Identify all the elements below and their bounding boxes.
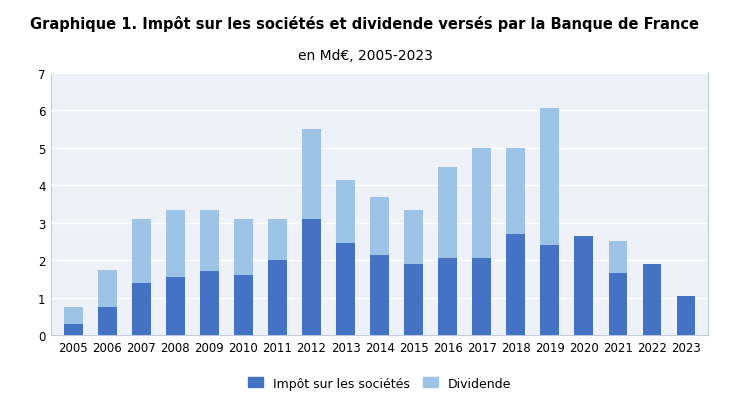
- Legend: Impôt sur les sociétés, Dividende: Impôt sur les sociétés, Dividende: [243, 372, 516, 395]
- Bar: [642, 264, 661, 335]
- Bar: [404, 264, 423, 335]
- Bar: [268, 220, 287, 261]
- Bar: [132, 220, 150, 283]
- Bar: [234, 276, 253, 335]
- Bar: [370, 255, 389, 335]
- Bar: [234, 220, 253, 276]
- Bar: [200, 210, 219, 272]
- Bar: [507, 234, 525, 335]
- Bar: [609, 242, 627, 274]
- Bar: [302, 220, 321, 335]
- Bar: [132, 283, 150, 335]
- Bar: [677, 296, 696, 335]
- Text: en Md€, 2005-2023: en Md€, 2005-2023: [298, 49, 432, 63]
- Bar: [575, 236, 593, 335]
- Bar: [200, 272, 219, 335]
- Bar: [337, 244, 355, 335]
- Bar: [438, 259, 457, 335]
- Bar: [609, 274, 627, 335]
- Bar: [302, 130, 321, 220]
- Bar: [438, 167, 457, 259]
- Bar: [98, 270, 117, 307]
- Bar: [507, 148, 525, 234]
- Bar: [166, 277, 185, 335]
- Bar: [472, 148, 491, 259]
- Bar: [472, 259, 491, 335]
- Bar: [404, 210, 423, 264]
- Bar: [370, 197, 389, 255]
- Bar: [268, 261, 287, 335]
- Bar: [64, 307, 82, 324]
- Bar: [540, 246, 559, 335]
- Text: Graphique 1. Impôt sur les sociétés et dividende versés par la Banque de France: Graphique 1. Impôt sur les sociétés et d…: [31, 16, 699, 32]
- Bar: [64, 324, 82, 335]
- Bar: [540, 109, 559, 246]
- Bar: [98, 307, 117, 335]
- Bar: [337, 180, 355, 244]
- Title: Graphique 1. Impôt sur les sociétés et dividende versés par la Banque de France
: Graphique 1. Impôt sur les sociétés et d…: [0, 408, 1, 409]
- Bar: [166, 210, 185, 277]
